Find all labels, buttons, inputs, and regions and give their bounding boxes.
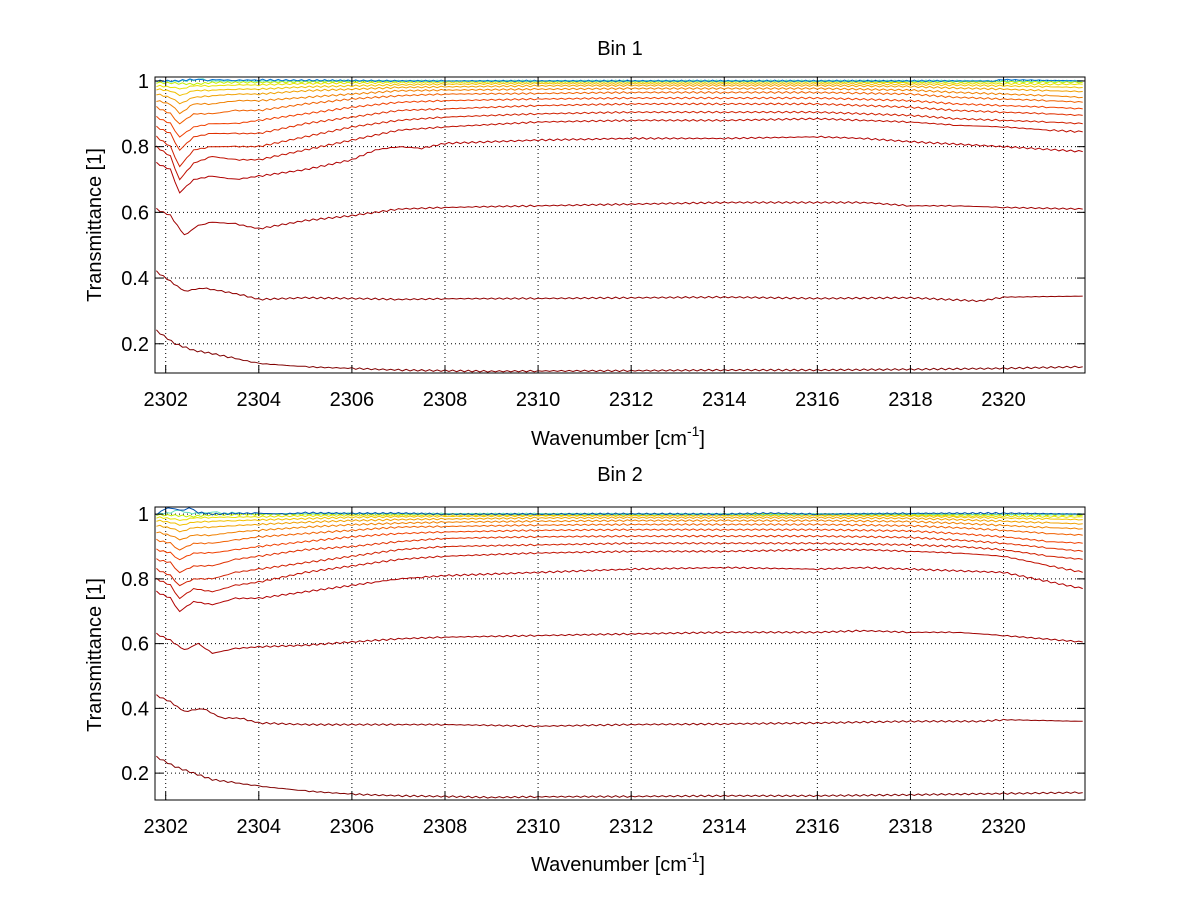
series-line-s8 [156, 96, 1083, 138]
series-group [156, 507, 1083, 799]
x-axis-label-superscript: -1 [687, 423, 700, 439]
series-line-s16 [156, 507, 1083, 516]
y-axis-label: Transmittance [1] [84, 578, 106, 732]
series-line-s11 [156, 516, 1083, 533]
series-line-s8 [156, 528, 1083, 561]
series-line-s11 [156, 84, 1083, 105]
plot-bin-1: Bin 1 2302 2304 2306 2308 2310 2312 2314 2316 23… [84, 38, 1086, 450]
x-tick-label: 2318 [888, 389, 933, 411]
x-tick-label: 2302 [143, 816, 188, 838]
x-axis-label: Wavenumber [cm-1] [531, 423, 705, 450]
series-line-s2 [156, 270, 1083, 303]
x-tick-label: 2310 [516, 816, 561, 838]
x-ticks: 2302 2304 2306 2308 2310 2312 2314 2316 2318 2320 [143, 77, 1026, 411]
series-line-s7 [156, 102, 1083, 152]
x-tick-label: 2302 [143, 389, 188, 411]
y-ticks: 0.2 0.4 0.6 0.8 1 [121, 504, 1085, 785]
x-axis-label-superscript: -1 [687, 849, 700, 865]
x-tick-label: 2318 [888, 816, 933, 838]
y-tick-label: 1 [138, 71, 149, 93]
x-tick-label: 2308 [423, 389, 468, 411]
series-line-s4 [156, 566, 1083, 613]
y-tick-label: 0.4 [121, 268, 149, 290]
series-line-s4 [156, 135, 1083, 194]
y-tick-label: 0.8 [121, 137, 149, 159]
series-line-s16 [156, 78, 1083, 83]
grid [155, 77, 1085, 373]
series-line-s9 [156, 91, 1083, 125]
x-tick-label: 2316 [795, 389, 840, 411]
y-tick-label: 0.8 [121, 569, 149, 591]
series-line-s5 [156, 548, 1083, 600]
x-tick-label: 2306 [330, 389, 375, 411]
series-line-s1 [156, 329, 1083, 373]
x-tick-label: 2314 [702, 816, 747, 838]
series-group [156, 78, 1083, 373]
chart-title: Bin 1 [597, 38, 643, 60]
series-line-s9 [156, 523, 1083, 551]
series-line-s6 [156, 110, 1083, 168]
y-tick-label: 0.6 [121, 634, 149, 656]
y-tick-label: 0.2 [121, 763, 149, 785]
x-tick-label: 2304 [237, 816, 282, 838]
y-ticks: 0.2 0.4 0.6 0.8 1 [121, 71, 1085, 356]
x-axis-label-end: ] [699, 854, 705, 876]
y-tick-label: 0.6 [121, 202, 149, 224]
chart-title: Bin 2 [597, 464, 643, 486]
axes-frame [154, 506, 1086, 801]
y-tick-label: 1 [138, 504, 149, 526]
axes-frame [154, 76, 1086, 374]
series-line-s12 [156, 82, 1083, 97]
series-line-s10 [156, 87, 1083, 115]
y-tick-label: 0.2 [121, 334, 149, 356]
x-tick-label: 2310 [516, 389, 561, 411]
series-line-s3 [156, 629, 1083, 654]
series-line-s2 [156, 694, 1083, 728]
series-line-s13 [156, 80, 1083, 90]
x-tick-label: 2312 [609, 389, 654, 411]
x-tick-label: 2304 [237, 389, 282, 411]
y-tick-label: 0.4 [121, 698, 149, 720]
x-tick-label: 2316 [795, 816, 840, 838]
series-line-s10 [156, 519, 1083, 541]
x-tick-label: 2320 [981, 816, 1026, 838]
series-line-s3 [156, 201, 1083, 236]
x-tick-label: 2308 [423, 816, 468, 838]
plot-bin-2: Bin 2 2302 2304 2306 2308 2310 2312 2314 2316 23… [84, 464, 1086, 876]
series-line-s12 [156, 514, 1083, 526]
x-axis-label-text: Wavenumber [cm [531, 854, 687, 876]
x-tick-label: 2320 [981, 389, 1026, 411]
series-line-s5 [156, 117, 1083, 181]
x-axis-label: Wavenumber [cm-1] [531, 849, 705, 876]
x-tick-label: 2306 [330, 816, 375, 838]
series-line-s7 [156, 534, 1083, 574]
x-axis-label-text: Wavenumber [cm [531, 428, 687, 450]
series-line-s1 [156, 755, 1083, 799]
x-tick-label: 2312 [609, 816, 654, 838]
series-line-s15 [156, 509, 1083, 516]
series-line-s6 [156, 541, 1083, 587]
y-axis-label: Transmittance [1] [84, 148, 106, 302]
x-axis-label-end: ] [699, 428, 705, 450]
x-tick-label: 2314 [702, 389, 747, 411]
x-ticks: 2302 2304 2306 2308 2310 2312 2314 2316 2318 2320 [143, 507, 1026, 838]
